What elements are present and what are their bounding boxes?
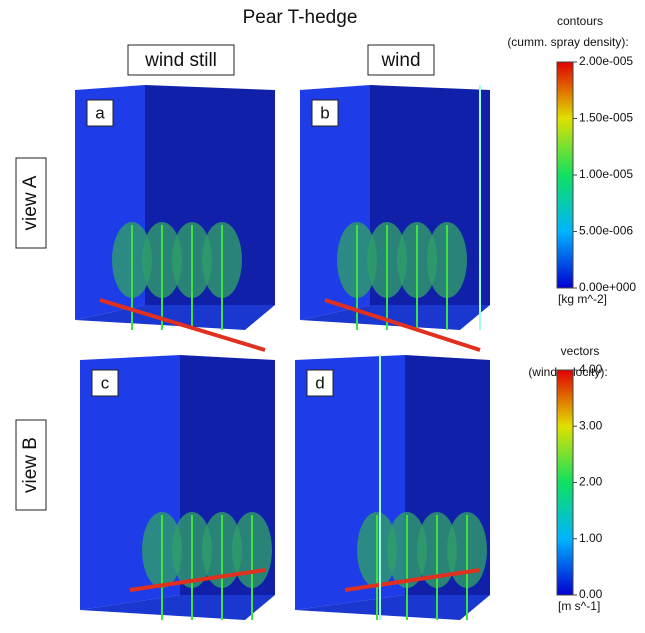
pipe (129, 568, 266, 592)
render-panel: b (300, 85, 490, 352)
row-label: view B (20, 437, 41, 493)
colorbar (556, 369, 574, 596)
colorbar-tick-label: 0.00e+000 (579, 280, 636, 294)
column-box (127, 44, 235, 76)
colorbar-unit: [m s^-1] (558, 599, 600, 613)
colorbar-tick-label: 5.00e-006 (579, 224, 633, 238)
panel-label-box (311, 99, 339, 127)
render-panel: c (80, 355, 275, 620)
figure-title: Pear T-hedge (243, 7, 358, 28)
column-label: wind (380, 50, 420, 71)
floor (295, 595, 490, 620)
row-label: view A (20, 175, 41, 230)
pipe (344, 568, 481, 592)
pipe (99, 298, 266, 352)
colorbar-tick-label: 1.50e-005 (579, 111, 633, 125)
row-box (15, 419, 47, 511)
panels: a b c d (75, 85, 490, 620)
panel-label-box (86, 99, 114, 127)
floor (300, 305, 490, 330)
render-panel: d (295, 355, 490, 620)
colorbar-tick-label: 2.00 (579, 475, 603, 489)
colorbar-tick-label: 3.00 (579, 418, 603, 432)
panel-label: a (95, 103, 105, 122)
panel-label: b (320, 103, 329, 122)
colorbar-tick-label: 0.00 (579, 587, 603, 601)
floor (80, 595, 275, 620)
colorbar-title: contours (557, 14, 603, 28)
colorbars: contours (cumm. spray density): 2.00e-005 1… (507, 14, 636, 613)
panel-label: c (101, 373, 110, 392)
panel-label-box (306, 369, 334, 397)
panel-label-box (91, 369, 119, 397)
floor (75, 305, 275, 330)
column-box (367, 44, 435, 76)
colorbar-tick-label: 1.00 (579, 531, 603, 545)
colorbar-tick-label: 2.00e-005 (579, 54, 633, 68)
panel-label: d (315, 373, 324, 392)
pipe (324, 298, 481, 352)
colorbar-tick-label: 4.00 (579, 362, 603, 376)
row-box (15, 157, 47, 249)
column-label: wind still (144, 50, 217, 71)
colorbar-unit: [kg m^-2] (558, 292, 607, 306)
render-panel: a (75, 85, 275, 352)
colorbar-title: vectors (561, 344, 600, 358)
colorbar (556, 61, 574, 289)
colorbar-tick-label: 1.00e-005 (579, 167, 633, 181)
colorbar-subtitle: (cumm. spray density): (507, 35, 628, 49)
